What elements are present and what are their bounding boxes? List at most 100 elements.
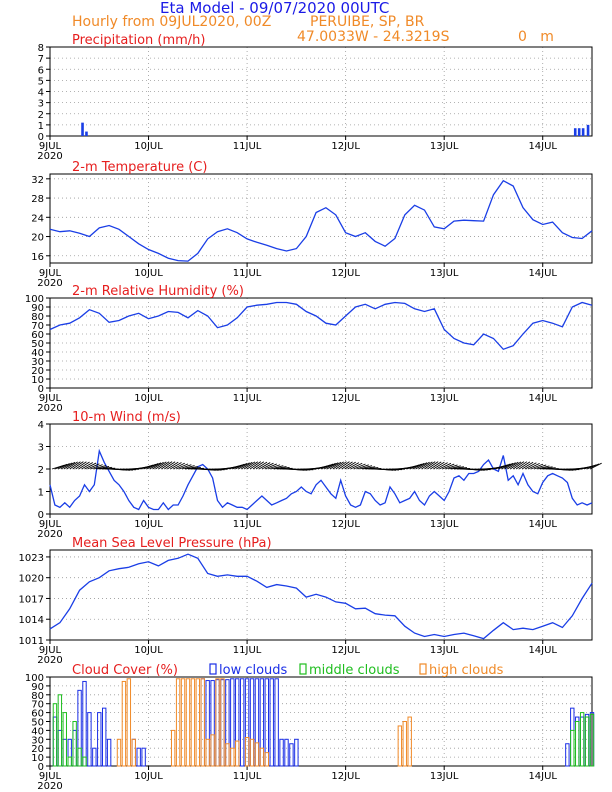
wind-barb [143, 463, 156, 470]
wind-barb [504, 462, 516, 470]
bar [254, 678, 260, 767]
bar [72, 721, 77, 767]
wind-barb [84, 462, 97, 470]
x-tick-label: 14JUL [528, 393, 557, 404]
x-tick-label: 9JUL [39, 771, 62, 782]
bar [230, 678, 235, 767]
bar [87, 712, 92, 767]
y-tick-label: 0 [38, 132, 44, 143]
bar [57, 694, 63, 767]
wind-barb [424, 461, 436, 470]
wind-barb [323, 462, 336, 470]
wind-barb [589, 462, 602, 470]
y-tick-label: 60 [31, 709, 44, 720]
series-line [49, 448, 593, 511]
y-tick-label: 80 [31, 691, 44, 702]
legend-label: low clouds [219, 663, 288, 678]
y-tick-label: 1020 [19, 574, 44, 585]
bar [97, 712, 102, 767]
x-tick-label: 13JUL [430, 393, 459, 404]
wind-barb [66, 461, 78, 470]
panel-title: 2-m Temperature (C) [72, 160, 207, 175]
wind-barb [175, 463, 189, 470]
series-line [49, 179, 593, 262]
bar [62, 712, 67, 767]
wind-barb [433, 461, 445, 470]
x-tick-label: 13JUL [430, 141, 459, 152]
y-tick-label: 70 [31, 700, 44, 711]
bar [200, 678, 205, 767]
wind-barb [261, 462, 274, 470]
wind-barb [439, 462, 452, 470]
wind-barb [63, 461, 76, 470]
wind-barb [158, 461, 170, 470]
x-tick-label: 12JUL [331, 519, 360, 530]
y-tick-label: 1014 [19, 615, 44, 626]
bar [397, 725, 403, 767]
bar [235, 740, 240, 767]
wind-barb [164, 461, 176, 470]
y-tick-label: 90 [31, 682, 44, 693]
wind-barb [436, 462, 448, 470]
bar [220, 678, 225, 767]
x-tick-label: 11JUL [233, 519, 262, 530]
wind-barb [264, 463, 277, 470]
bar [210, 680, 215, 767]
bar [85, 131, 88, 136]
wind-barb [533, 464, 547, 470]
wind-barb [409, 463, 422, 470]
x-tick-label: 9JUL [39, 141, 62, 152]
bar [82, 680, 87, 767]
wind-barb [332, 461, 344, 470]
wind-barb [362, 466, 376, 470]
wind-barb [167, 461, 179, 470]
bar [77, 747, 82, 767]
wind-barb [453, 467, 468, 470]
bar [579, 716, 585, 767]
panel-frame [49, 549, 593, 641]
wind-barb [81, 462, 94, 470]
bar [407, 716, 412, 767]
bar [289, 743, 294, 767]
wind-barb [184, 466, 198, 470]
panel-title: 10-m Wind (m/s) [72, 410, 181, 425]
bar [67, 738, 72, 767]
x-tick-label: 12JUL [331, 771, 360, 782]
bar [82, 756, 87, 767]
wind-barb [445, 464, 458, 470]
bar [584, 716, 590, 767]
wind-barb [87, 463, 100, 470]
wind-barb [320, 463, 334, 470]
wind-barb [255, 461, 268, 470]
y-tick-label: 16 [31, 252, 44, 263]
y-tick-label: 70 [31, 321, 44, 332]
y-tick-label: 60 [31, 330, 44, 341]
x-tick-label: 9JUL [39, 393, 62, 404]
x-tick-label: 10JUL [134, 141, 163, 152]
bar [180, 678, 186, 767]
bar [579, 712, 585, 767]
y-tick-label: 100 [25, 673, 44, 684]
bar [52, 703, 58, 767]
bar [269, 678, 274, 767]
chart-subtitle: Hourly from 09JUL2020, 00Z [72, 14, 272, 30]
y-tick-label: 40 [31, 348, 44, 359]
wind-barb [273, 466, 287, 470]
wind-barb [146, 463, 159, 470]
y-tick-label: 1 [38, 121, 44, 132]
wind-barb [90, 464, 103, 470]
legend-swatch [209, 663, 217, 675]
y-tick-label: 3 [38, 443, 44, 454]
wind-barb [329, 461, 342, 470]
bar [577, 128, 581, 136]
bar [215, 679, 220, 767]
bar [235, 678, 240, 767]
bar [254, 742, 260, 767]
x-tick-sublabel: 2020 [37, 151, 62, 162]
location-label: PERUIBE, SP, BR [310, 14, 425, 30]
wind-barb [536, 465, 550, 470]
wind-barb [442, 463, 455, 470]
bar [225, 743, 230, 767]
y-tick-label: 0 [38, 510, 44, 521]
bar [52, 716, 58, 767]
